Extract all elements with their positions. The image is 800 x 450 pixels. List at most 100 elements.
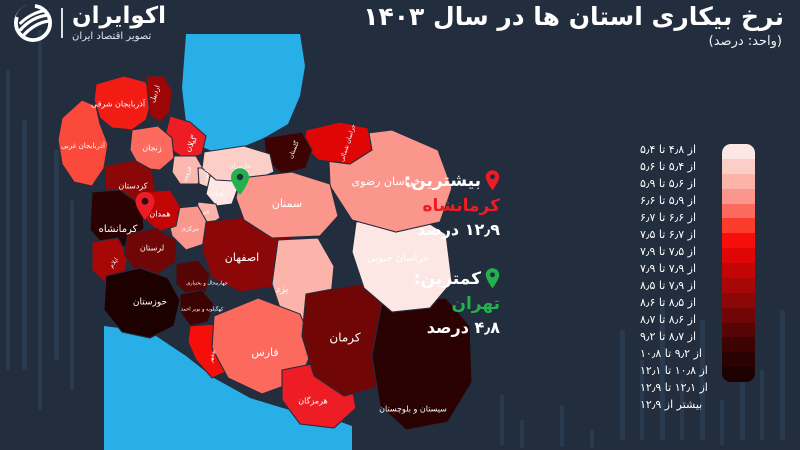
- legend-band-label: از ۸٫۶ تا ۸٫۷: [640, 313, 697, 326]
- legend-swatch: [722, 203, 755, 219]
- province-label-مرکزی: مرکزی: [181, 226, 198, 233]
- province-label-خراسان جنوبی: خراسان جنوبی: [367, 253, 429, 264]
- province-label-فارس: فارس: [251, 346, 278, 359]
- background-bar: [560, 405, 564, 447]
- province-label-همدان: همدان: [149, 210, 170, 219]
- province-چهارمحال و بختیاری[interactable]: [175, 259, 211, 297]
- province-label-بوشهر: بوشهر: [208, 349, 217, 364]
- province-label-البرز: البرز: [200, 169, 211, 183]
- globe-stripes-icon: [14, 4, 52, 42]
- background-bar: [720, 400, 724, 445]
- brand-logo[interactable]: اکوایران تصویر اقتصاد ایران: [14, 4, 166, 42]
- highest-label: بیشترین:: [404, 170, 481, 191]
- legend-swatch: [722, 307, 755, 323]
- lowest-value: ۴٫۸ درصد: [426, 318, 500, 337]
- legend-swatch: [722, 367, 755, 382]
- province-اردبیل[interactable]: [145, 75, 173, 123]
- province-label-قم: قم: [203, 209, 210, 216]
- legend-swatch: [722, 218, 755, 234]
- legend-swatch: [722, 263, 755, 278]
- province-label-مازندران: مازندران: [229, 163, 251, 170]
- legend-band-label: از ۹٫۲ تا ۱۰٫۸: [640, 347, 702, 360]
- highest-value: ۱۲٫۹ درصد: [417, 220, 500, 239]
- caspian-sea: [182, 34, 305, 152]
- highest-callout: بیشترین: کرمانشاه ۱۲٫۹ درصد: [380, 170, 500, 239]
- legend-swatch: [722, 188, 755, 204]
- province-قزوین[interactable]: [171, 155, 205, 185]
- province-label-آذربایجان غربی: آذربایجان غربی: [61, 141, 106, 150]
- legend-band-label: از ۱۰٫۸ تا ۱۲٫۱: [640, 364, 708, 377]
- province-سیستان و بلوچستان[interactable]: [371, 297, 473, 431]
- pin-kermanshah-highest: [135, 191, 155, 220]
- province-label-یزد: یزد: [276, 284, 289, 295]
- legend-swatch: [722, 248, 755, 263]
- province-کهگیلویه و بویر احمد[interactable]: [179, 289, 215, 327]
- legend-band-label: از ۷٫۹ تا ۷٫۹: [640, 262, 697, 275]
- legend-swatch: [722, 337, 755, 353]
- highest-province: کرمانشاه: [422, 196, 500, 216]
- legend-swatch: [722, 352, 755, 368]
- province-خوزستان[interactable]: [103, 267, 181, 339]
- lowest-province: تهران: [451, 294, 500, 314]
- province-label-چهارمحال و بختیاری: چهارمحال و بختیاری: [186, 281, 227, 287]
- lowest-callout: کمترین: تهران ۴٫۸ درصد: [380, 268, 500, 337]
- province-label-سمنان: سمنان: [272, 197, 302, 210]
- page-subtitle: (واحد: درصد): [708, 34, 782, 49]
- province-label-هرمزگان: هرمزگان: [298, 396, 327, 406]
- background-bar: [590, 430, 594, 448]
- legend-band-label: از ۵٫۹ تا ۶٫۶: [640, 194, 697, 207]
- pin-tehran-lowest: [231, 168, 249, 195]
- map-pin-icon: [485, 170, 500, 191]
- legend-band-label: از ۷٫۹ تا ۸٫۵: [640, 279, 697, 292]
- legend-band-label: بیشتر از ۱۲٫۹: [640, 398, 703, 411]
- brand-name: اکوایران: [72, 2, 167, 29]
- legend-labels: از ۴٫۸ تا ۵٫۴ از ۵٫۴ تا ۵٫۶ از ۵٫۶ تا ۵٫۹ ا…: [640, 141, 716, 413]
- background-bar: [760, 370, 764, 440]
- province-label-کهگیلویه و بویر احمد: کهگیلویه و بویر احمد: [181, 306, 224, 313]
- legend-swatch: [722, 292, 755, 308]
- legend-swatch: [722, 233, 755, 249]
- legend-swatch: [722, 322, 755, 338]
- brand-tagline: تصویر اقتصاد ایران: [72, 30, 152, 42]
- province-shapes: [57, 75, 473, 431]
- province-label-کرمانشاه: کرمانشاه: [99, 224, 138, 235]
- lowest-label: کمترین:: [413, 268, 481, 289]
- province-label-سیستان و بلوچستان: سیستان و بلوچستان: [379, 405, 447, 414]
- brand-text: اکوایران تصویر اقتصاد ایران: [72, 2, 167, 42]
- province-زنجان[interactable]: [129, 125, 175, 171]
- province-label-خوزستان: خوزستان: [133, 298, 167, 308]
- legend-band-label: از ۶٫۶ تا ۶٫۷: [640, 211, 697, 224]
- background-bar: [620, 330, 625, 440]
- legend-band-label: از ۴٫۸ تا ۵٫۴: [640, 143, 697, 156]
- background-bar: [780, 310, 785, 440]
- province-label-کردستان: کردستان: [118, 182, 147, 191]
- legend-band-label: از ۸٫۵ تا ۸٫۶: [640, 296, 697, 309]
- province-label-کرمان: کرمان: [329, 331, 361, 346]
- legend-band-label: از ۵٫۶ تا ۵٫۹: [640, 177, 697, 190]
- province-label-آذربایجان شرقی: آذربایجان شرقی: [91, 99, 146, 109]
- map-pin-icon: [485, 268, 500, 289]
- map-pins: [135, 168, 249, 220]
- water-bodies: [104, 34, 352, 450]
- page-title: نرخ بیکاری استان ها در سال ۱۴۰۳: [363, 2, 784, 31]
- province-label-تهران: تهران: [211, 190, 225, 197]
- persian-gulf: [104, 326, 352, 450]
- province-label-خراسان رضوی: خراسان رضوی: [351, 175, 420, 188]
- legend-band-label: از ۷٫۵ تا ۷٫۹: [640, 245, 697, 258]
- legend-swatch: [722, 158, 755, 174]
- legend-band-label: از ۵٫۴ تا ۵٫۶: [640, 160, 697, 173]
- iran-choropleth-map: آذربایجان شرقی آذربایجان غربی اردبیل گیلان ز…: [0, 26, 520, 450]
- legend-color-scale: [722, 144, 755, 382]
- legend-band-label: از ۶٫۷ تا ۷٫۵: [640, 228, 697, 241]
- legend-swatch: [722, 173, 755, 189]
- legend-swatch: [722, 277, 755, 293]
- legend-band-label: از ۱۲٫۱ تا ۱۲٫۹: [640, 381, 708, 394]
- province-سمنان[interactable]: [235, 171, 339, 239]
- province-label-اصفهان: اصفهان: [225, 251, 259, 264]
- province-لرستان[interactable]: [123, 227, 177, 275]
- logo-divider: [61, 8, 63, 38]
- province-label-زنجان: زنجان: [142, 144, 162, 153]
- background-bar: [520, 420, 524, 448]
